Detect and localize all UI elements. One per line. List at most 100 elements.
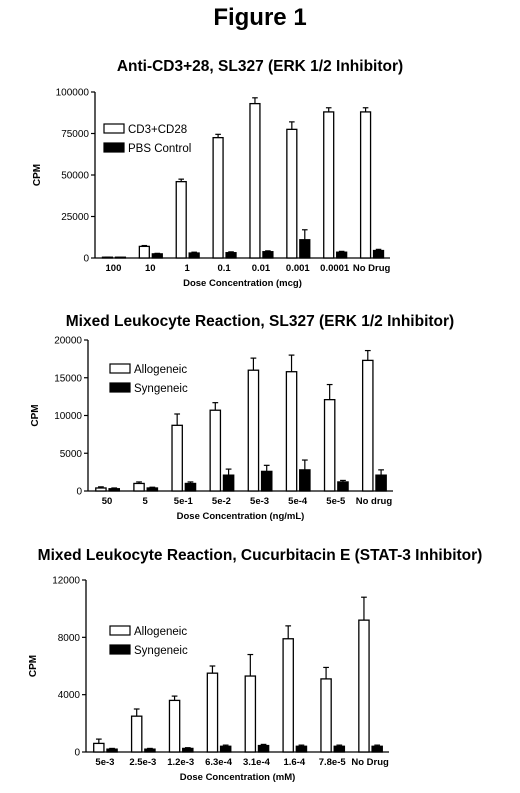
x-tick-label: 5e-1 bbox=[174, 496, 194, 507]
x-tick-label: 5 bbox=[143, 496, 149, 507]
x-tick-label: 10 bbox=[145, 263, 156, 274]
bar-series-2 bbox=[222, 474, 235, 492]
x-tick-label: 50 bbox=[102, 496, 113, 507]
bar-series-2 bbox=[333, 745, 346, 753]
bar-series-1 bbox=[212, 136, 224, 259]
bar-series-2 bbox=[372, 249, 385, 259]
x-tick-label: No Drug bbox=[353, 263, 391, 274]
x-tick-label: 3.1e-4 bbox=[243, 757, 271, 768]
x-tick-label: 5e-5 bbox=[326, 496, 346, 507]
y-tick-label: 4000 bbox=[58, 690, 81, 701]
bar-series-1 bbox=[244, 675, 257, 753]
x-tick-label: 1.2e-3 bbox=[167, 757, 194, 768]
x-tick-label: 0.001 bbox=[286, 263, 310, 274]
bar-series-2 bbox=[299, 469, 311, 492]
bar-series-2 bbox=[262, 251, 274, 259]
bar-series-1 bbox=[247, 369, 260, 492]
bar-series-1 bbox=[320, 678, 332, 753]
x-tick-label: 1 bbox=[185, 263, 191, 274]
bar-series-2 bbox=[219, 745, 232, 753]
bar-series-1 bbox=[95, 487, 107, 492]
legend-label: CD3+CD28 bbox=[128, 124, 187, 136]
bar-series-1 bbox=[133, 482, 145, 492]
bar-series-1 bbox=[209, 409, 222, 492]
x-tick-label: 5e-2 bbox=[212, 496, 231, 507]
y-tick-label: 12000 bbox=[52, 576, 80, 587]
y-tick-label: 20000 bbox=[54, 336, 82, 347]
bar-series-1 bbox=[171, 424, 183, 492]
y-axis-label: CPM bbox=[30, 404, 41, 426]
bar-series-2 bbox=[151, 253, 163, 259]
bar-series-1 bbox=[206, 672, 219, 753]
legend-swatch bbox=[109, 363, 131, 374]
legend-swatch bbox=[109, 644, 131, 655]
bar-series-1 bbox=[323, 111, 335, 259]
bar-series-2 bbox=[295, 745, 308, 753]
x-tick-label: 5e-3 bbox=[95, 757, 114, 768]
bar-series-2 bbox=[182, 747, 194, 753]
x-tick-label: 2.5e-3 bbox=[129, 757, 156, 768]
bar-series-2 bbox=[225, 252, 237, 259]
bar-series-1 bbox=[249, 102, 261, 259]
legend-swatch bbox=[109, 382, 131, 393]
legend-label: Syngeneic bbox=[134, 645, 188, 657]
x-tick-label: 100 bbox=[106, 263, 122, 274]
chart-3: 0 4000 8000 12000 5e-3 2.5e-3 1.2e-3 6.3e-4 3.1e… bbox=[28, 576, 389, 783]
chart-2-title: Mixed Leukocyte Reaction, SL327 (ERK 1/2… bbox=[65, 313, 455, 330]
x-tick-label: No drug bbox=[356, 496, 393, 507]
y-axis-label: CPM bbox=[32, 164, 43, 186]
y-tick-label: 10000 bbox=[54, 411, 82, 422]
y-axis-label: CPM bbox=[28, 655, 39, 677]
x-tick-label: No Drug bbox=[351, 757, 389, 768]
bar-series-2 bbox=[184, 482, 197, 492]
x-tick-label: 1.6-4 bbox=[283, 757, 305, 768]
legend-swatch bbox=[109, 625, 131, 636]
bar-series-1 bbox=[130, 715, 143, 753]
y-tick-label: 5000 bbox=[60, 449, 83, 460]
bar-series-1 bbox=[285, 371, 298, 492]
bar-series-2 bbox=[146, 487, 159, 492]
bar-series-1 bbox=[359, 111, 372, 259]
bar-series-1 bbox=[282, 638, 294, 753]
bar-series-1 bbox=[361, 359, 374, 492]
x-tick-label: 0.0001 bbox=[320, 263, 350, 274]
bar-series-1 bbox=[175, 180, 187, 259]
bar-series-2 bbox=[299, 239, 311, 259]
bar-series-2 bbox=[371, 745, 383, 753]
legend-label: Allogeneic bbox=[134, 626, 187, 638]
chart-2: 0 5000 10000 15000 20000 50 5 5e-1 5e-2 5e-3 5e-4 5… bbox=[30, 336, 393, 522]
bar-series-2 bbox=[337, 481, 349, 492]
legend-label: Syngeneic bbox=[134, 383, 188, 395]
y-tick-label: 100000 bbox=[56, 88, 90, 99]
y-tick-label: 50000 bbox=[61, 171, 89, 182]
bar-series-2 bbox=[106, 748, 118, 753]
y-tick-label: 0 bbox=[83, 254, 89, 265]
x-axis-label: Dose Concentration (mcg) bbox=[183, 278, 302, 289]
y-tick-label: 0 bbox=[76, 487, 82, 498]
x-tick-label: 6.3e-4 bbox=[205, 757, 233, 768]
bar-series-2 bbox=[257, 744, 270, 753]
x-tick-label: 0.01 bbox=[252, 263, 271, 274]
x-axis-label: Dose Concentration (mM) bbox=[180, 772, 296, 783]
x-tick-label: 0.1 bbox=[217, 263, 231, 274]
chart-1-title: Anti-CD3+28, SL327 (ERK 1/2 Inhibitor) bbox=[116, 58, 404, 75]
bar-series-2 bbox=[144, 748, 156, 753]
figure-title: Figure 1 bbox=[213, 4, 307, 31]
bar-series-1 bbox=[286, 128, 298, 259]
bar-series-1 bbox=[168, 699, 181, 753]
bar-series-2 bbox=[260, 470, 273, 492]
bar-series-2 bbox=[108, 488, 121, 492]
y-tick-label: 0 bbox=[74, 748, 80, 759]
y-tick-label: 25000 bbox=[61, 212, 89, 223]
y-tick-label: 8000 bbox=[58, 633, 81, 644]
legend-swatch bbox=[103, 142, 125, 153]
legend-label: PBS Control bbox=[128, 143, 191, 155]
bar-series-2 bbox=[188, 252, 200, 259]
chart-1: 0 25000 50000 75000 100000 100 10 1 0.1 0.01 0.001… bbox=[32, 88, 390, 290]
x-tick-label: 5e-4 bbox=[288, 496, 308, 507]
legend-label: Allogeneic bbox=[134, 364, 187, 376]
y-tick-label: 15000 bbox=[54, 373, 82, 384]
bar-series-1 bbox=[93, 742, 105, 753]
chart-3-title: Mixed Leukocyte Reaction, Cucurbitacin E… bbox=[37, 547, 483, 564]
